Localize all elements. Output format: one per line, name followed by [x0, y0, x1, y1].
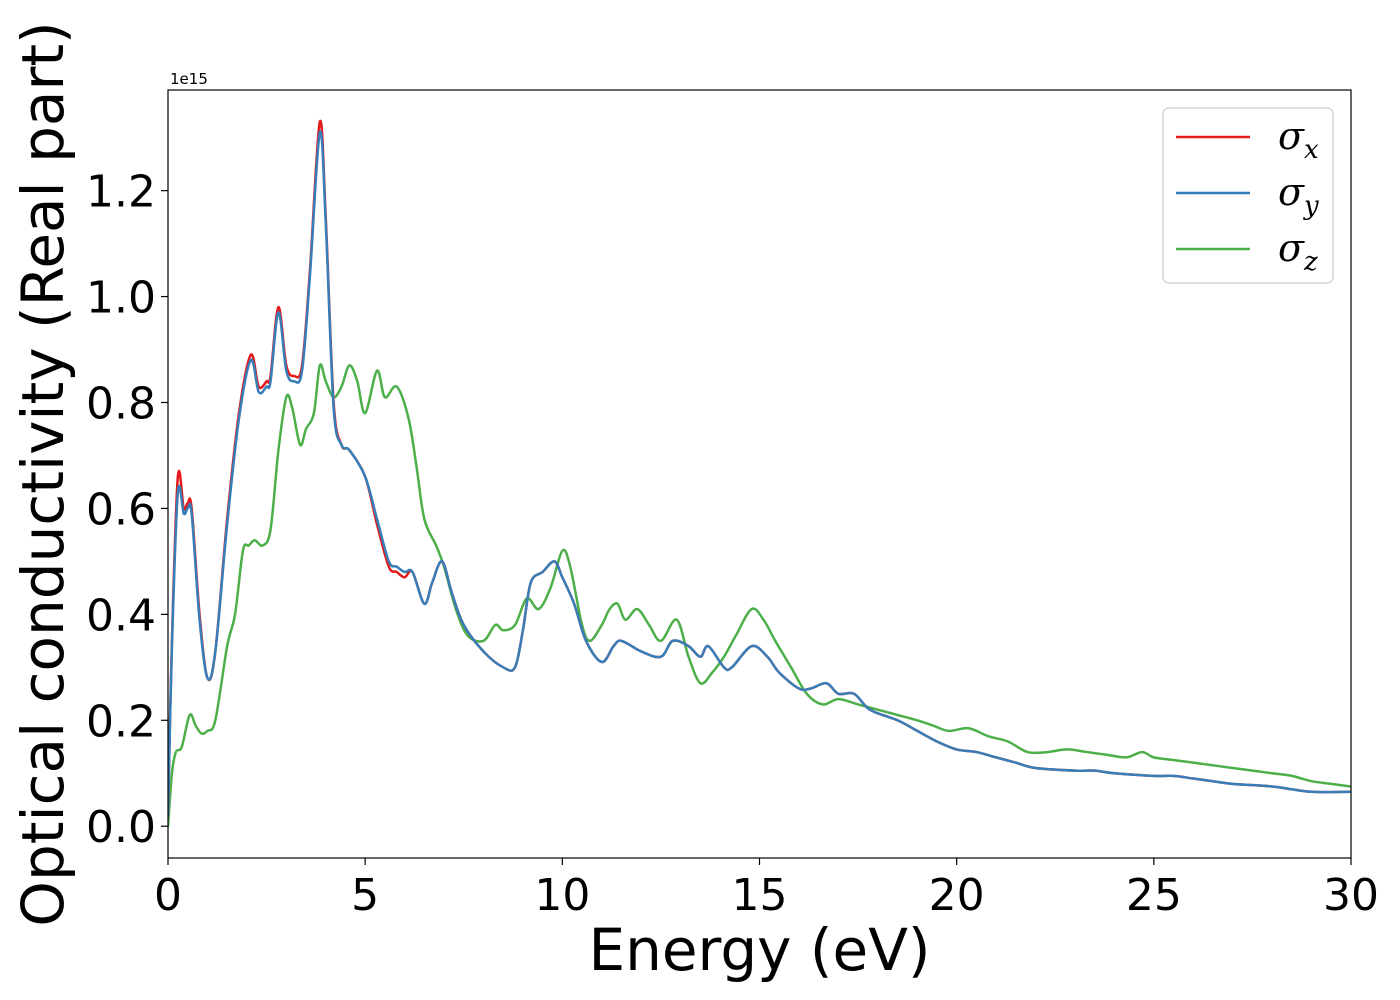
series-layer — [168, 119, 1351, 828]
y-tick-label: 0.2 — [86, 696, 156, 747]
x-axis: 0 5 10 15 20 25 30 — [154, 858, 1379, 921]
series-line-sigma-y — [168, 130, 1351, 817]
x-tick-label: 20 — [929, 870, 985, 921]
y-axis-title: Optical conductivity (Real part) — [9, 21, 77, 926]
x-tick-label: 25 — [1126, 870, 1182, 921]
y-offset-label: 1e15 — [170, 70, 208, 88]
y-axis: 0.0 0.2 0.4 0.6 0.8 1.0 1.2 — [86, 167, 168, 853]
series-line-sigma-z — [168, 363, 1351, 828]
y-tick-label: 0.8 — [86, 378, 156, 429]
y-tick-label: 0.4 — [86, 590, 156, 641]
x-tick-label: 30 — [1323, 870, 1379, 921]
y-tick-label: 0.6 — [86, 484, 156, 535]
x-tick-label: 15 — [732, 870, 788, 921]
x-tick-label: 5 — [351, 870, 379, 921]
x-axis-title: Energy (eV) — [588, 916, 930, 984]
legend-box — [1162, 107, 1334, 284]
y-tick-label: 1.0 — [86, 273, 156, 324]
y-tick-label: 1.2 — [86, 167, 156, 218]
y-tick-label: 0.0 — [86, 802, 156, 853]
x-tick-label: 0 — [154, 870, 182, 921]
x-tick-label: 10 — [534, 870, 590, 921]
